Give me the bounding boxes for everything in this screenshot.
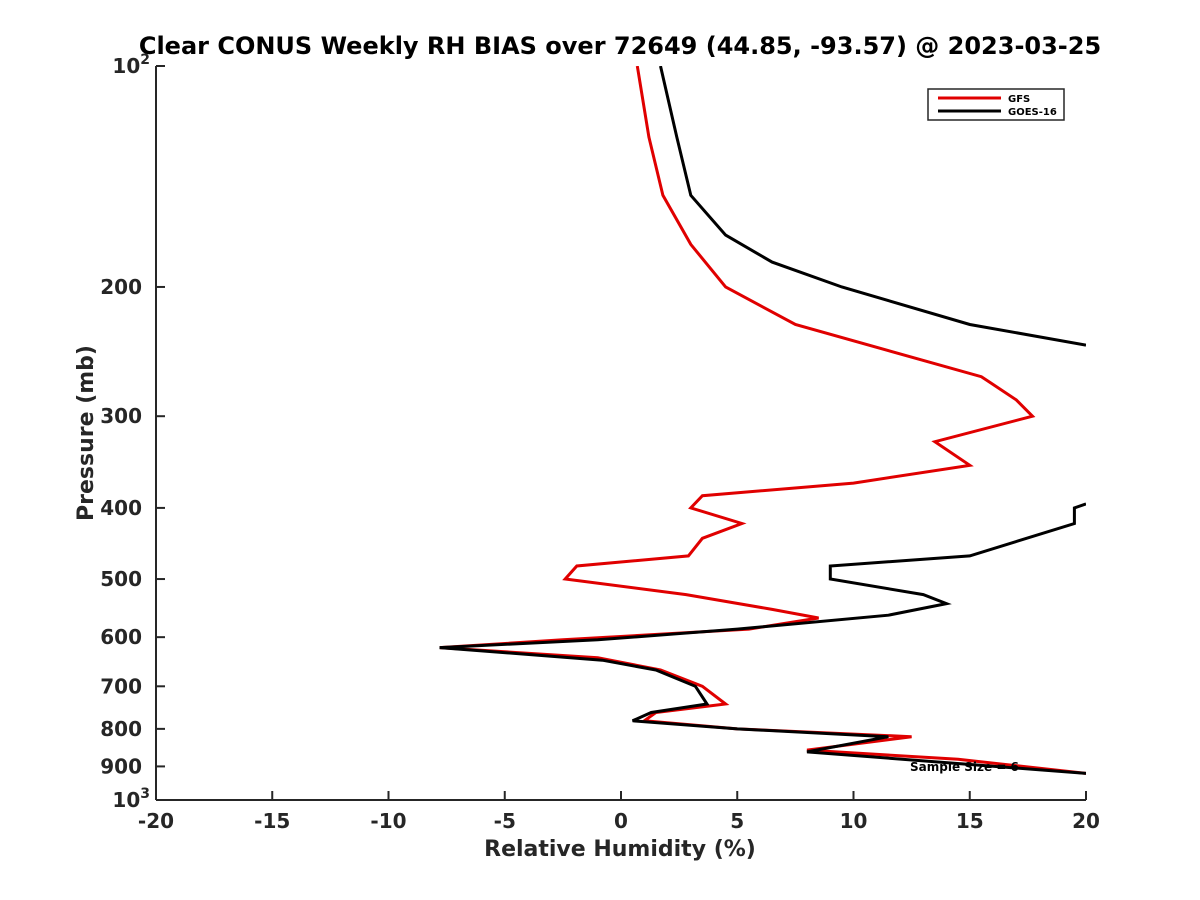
series-line-goes-16 (439, 66, 1086, 775)
series-lines (439, 66, 1086, 775)
y-ticks: 102 200 300 400 500 600 700 800 900 103 (100, 52, 165, 812)
x-tick-label: -5 (494, 809, 516, 833)
series-line-gfs (439, 66, 1086, 775)
y-tick-label: 500 (100, 567, 142, 591)
legend-box (927, 88, 1065, 121)
plot-area (155, 66, 1086, 801)
legend: GFS GOES-16 (927, 88, 1065, 121)
sample-size-annotation: Sample Size = 6 (910, 760, 1019, 774)
y-tick-label: 300 (100, 404, 142, 428)
chart-title: Clear CONUS Weekly RH BIAS over 72649 (4… (139, 32, 1101, 60)
y-tick-label: 900 (100, 754, 142, 778)
x-tick-label: -20 (138, 809, 174, 833)
x-tick-label: 0 (614, 809, 628, 833)
x-axis-label: Relative Humidity (%) (484, 837, 756, 862)
y-tick-label: 700 (100, 674, 142, 698)
x-tick-label: 15 (956, 809, 984, 833)
x-ticks: -20 -15 -10 -5 0 5 10 15 20 (138, 791, 1100, 833)
y-axis-label: Pressure (mb) (74, 345, 99, 521)
y-tick-label: 400 (100, 496, 142, 520)
y-tick-label: 600 (100, 625, 142, 649)
x-tick-label: 20 (1072, 809, 1100, 833)
y-tick-label: 102 (112, 52, 150, 78)
y-tick-label: 800 (100, 717, 142, 741)
y-tick-label: 103 (112, 786, 150, 812)
x-tick-label: -10 (370, 809, 406, 833)
y-tick-label: 200 (100, 275, 142, 299)
legend-entry: GOES-16 (1008, 107, 1057, 118)
x-tick-label: 10 (840, 809, 868, 833)
x-tick-label: -15 (254, 809, 290, 833)
legend-entry: GFS (1008, 94, 1030, 105)
x-tick-label: 5 (730, 809, 744, 833)
